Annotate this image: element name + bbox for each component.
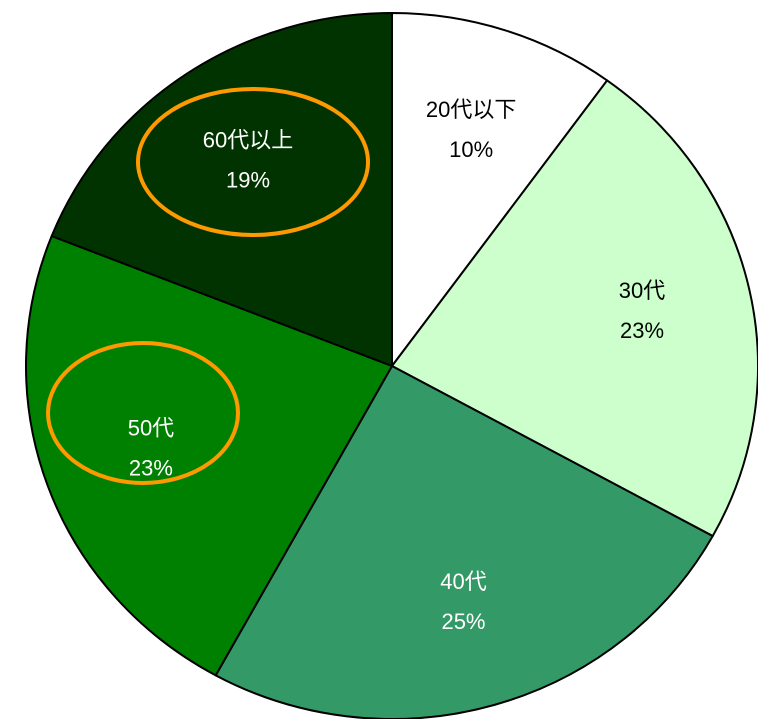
slices (25, 12, 758, 719)
slice-value-label: 23% (129, 456, 173, 481)
highlight-ellipse (46, 341, 240, 485)
slice-value-label: 25% (441, 609, 485, 634)
slice-category-label: 50代 (128, 416, 174, 441)
slice-value-label: 23% (620, 318, 664, 343)
pie-slice (391, 12, 609, 367)
slice-category-label: 60代以上 (203, 127, 293, 152)
slice-value-label: 19% (226, 167, 270, 192)
highlight-ellipse (136, 87, 370, 237)
pie-slice (50, 12, 393, 367)
slice-category-label: 30代 (619, 278, 665, 303)
slice-category-label: 20代以下 (426, 97, 516, 122)
slice-category-label: 40代 (440, 569, 486, 594)
pie-slice (391, 79, 758, 538)
pie-slice (214, 365, 714, 719)
labels: 20代以下 10% 30代 23% 40代 25% 50代 23% 60代以上 19% (128, 97, 666, 634)
slice-value-label: 10% (449, 137, 493, 162)
